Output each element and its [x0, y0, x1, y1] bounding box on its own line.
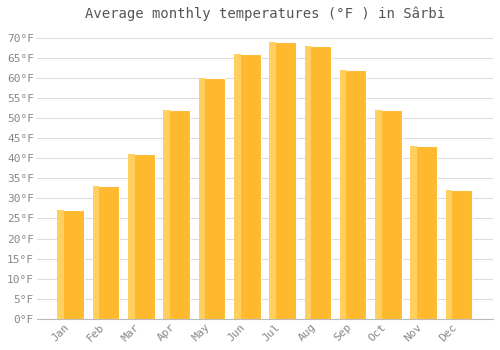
Bar [446, 190, 472, 319]
Bar [376, 110, 402, 319]
Bar [304, 46, 331, 319]
Bar [446, 190, 452, 319]
Bar [128, 154, 134, 319]
Bar [234, 54, 260, 319]
Bar [340, 70, 346, 319]
Bar [270, 42, 296, 319]
Bar [58, 210, 84, 319]
Bar [164, 110, 170, 319]
Bar [410, 146, 417, 319]
Bar [164, 110, 190, 319]
Bar [269, 42, 276, 319]
Bar [340, 70, 366, 319]
Title: Average monthly temperatures (°F ) in Sârbi: Average monthly temperatures (°F ) in Sâ… [85, 7, 445, 21]
Bar [198, 78, 205, 319]
Bar [128, 154, 154, 319]
Bar [93, 186, 120, 319]
Bar [234, 54, 240, 319]
Bar [304, 46, 311, 319]
Bar [199, 78, 225, 319]
Bar [410, 146, 437, 319]
Bar [58, 210, 64, 319]
Bar [375, 110, 382, 319]
Bar [93, 186, 100, 319]
